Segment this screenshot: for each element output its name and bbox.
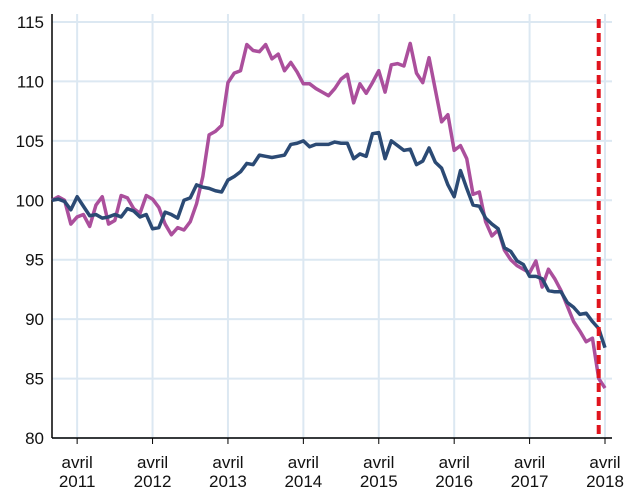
x-tick-label-line: avril (288, 453, 319, 472)
series-line (51, 41, 607, 390)
x-tick-label-line: avril (137, 453, 168, 472)
x-tick-label: avril 2014 (284, 453, 322, 488)
y-tick-label: 115 (17, 13, 44, 32)
x-tick-label-line: 2015 (360, 472, 398, 488)
y-tick-label: 85 (25, 370, 44, 389)
x-tick-label: avril 2013 (209, 453, 247, 488)
x-tick-label-line: 2011 (59, 472, 96, 488)
x-tick-label: avril 2012 (134, 453, 172, 488)
y-tick-label: 100 (16, 191, 44, 210)
x-tick-label-line: 2012 (134, 472, 172, 488)
x-tick-label-line: avril (439, 453, 470, 472)
x-tick-label-line: 2018 (586, 472, 624, 488)
y-tick-label: 110 (17, 72, 44, 91)
x-tick-label: avril 2017 (511, 453, 549, 488)
y-tick-label: 95 (25, 251, 44, 270)
y-tick-label: 105 (16, 132, 44, 151)
x-tick-label: avril 2015 (360, 453, 398, 488)
x-tick-label-line: 2014 (284, 472, 322, 488)
x-tick-label-line: avril (589, 453, 620, 472)
x-tick-label-line: avril (363, 453, 394, 472)
x-tick-label-line: avril (212, 453, 243, 472)
x-tick-label-line: avril (514, 453, 545, 472)
y-tick-label: 90 (25, 310, 44, 329)
x-tick-label: avril 2018 (586, 453, 624, 488)
x-tick-label: avril 2011 (59, 453, 96, 488)
x-tick-label-line: avril (62, 453, 93, 472)
y-tick-label: 80 (25, 429, 44, 448)
x-tick-label-line: 2013 (209, 472, 247, 488)
x-tick-label: avril 2016 (435, 453, 473, 488)
x-tick-label-line: 2017 (511, 472, 549, 488)
series-line (51, 130, 607, 349)
x-tick-label-line: 2016 (435, 472, 473, 488)
